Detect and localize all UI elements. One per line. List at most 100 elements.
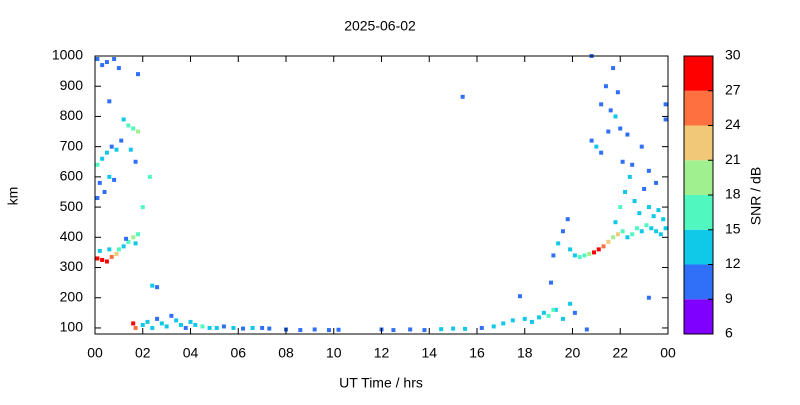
data-point [491,324,496,329]
chart-title: 2025-06-02 [344,18,416,34]
data-point [135,232,140,237]
y-tick-label: 900 [60,77,84,93]
data-point [116,66,121,71]
data-point [594,144,599,149]
data-point [649,226,654,231]
data-point [529,319,534,324]
data-point [479,325,484,330]
y-tick-label: 200 [60,288,84,304]
data-point [100,257,105,262]
data-point [260,325,265,330]
data-point [460,94,465,99]
data-point [169,313,174,318]
colorbar-tick-label: 27 [725,81,741,97]
data-point [606,129,611,134]
data-point [611,66,616,71]
data-point [599,150,604,155]
colorbar-label: SNR / dB [748,167,764,225]
data-point [193,322,198,327]
colorbar-tick-label: 30 [725,47,741,63]
data-point [107,99,112,104]
data-point [551,307,556,312]
data-point [207,325,212,330]
x-tick-label: 14 [421,345,437,361]
data-point [537,315,542,320]
data-point [145,319,150,324]
data-point [250,325,255,330]
data-point [159,321,164,326]
colorbar-tick-label: 21 [725,151,741,167]
data-point [121,117,126,122]
data-point [95,196,100,201]
data-point [661,217,666,222]
x-tick-label: 00 [87,345,103,361]
data-point [104,259,109,264]
data-point [140,322,145,327]
data-point [568,247,573,252]
data-point [312,327,317,332]
data-point [637,211,642,216]
y-tick-label: 700 [60,137,84,153]
data-point [560,229,565,234]
data-point [97,248,102,253]
data-point [155,285,160,290]
data-point [109,144,114,149]
data-point [133,241,138,246]
data-point [140,205,145,210]
data-point [104,60,109,65]
data-point [615,232,620,237]
data-point [231,325,236,330]
data-point [131,321,136,326]
colorbar-swatch [684,160,713,195]
data-point [620,159,625,164]
data-point [654,180,659,185]
data-point [155,316,160,321]
x-tick-label: 04 [183,345,199,361]
data-point [546,313,551,318]
data-point [178,322,183,327]
data-point [625,132,630,137]
colorbar-swatch [684,229,713,265]
data-point [183,325,188,330]
data-point [114,251,119,256]
data-point [510,318,515,323]
y-tick-label: 1000 [52,47,83,63]
data-point [644,223,649,228]
data-point [541,310,546,315]
data-point [618,205,623,210]
colorbar-swatch [684,125,713,161]
data-point [646,205,651,210]
data-point [584,327,589,332]
plot-frame [94,55,669,335]
y-tick-label: 500 [60,198,84,214]
y-tick-label: 300 [60,258,84,274]
data-point [150,283,155,288]
data-point [625,235,630,240]
data-point [439,327,444,332]
data-point [613,114,618,119]
data-point [451,326,456,331]
data-point [549,280,554,285]
x-tick-label: 00 [660,345,676,361]
data-point [147,174,152,179]
data-point [326,328,331,333]
data-point [188,319,193,324]
data-point [651,214,656,219]
x-tick-label: 12 [374,345,390,361]
data-point [112,57,117,62]
data-point [135,129,140,134]
data-point [109,254,114,259]
data-point [572,253,577,258]
data-point [658,232,663,237]
colorbar-swatch [684,264,713,300]
data-point [577,254,582,259]
x-tick-label: 16 [469,345,485,361]
x-tick-label: 18 [517,345,533,361]
colorbar-tick-label: 18 [725,186,741,202]
data-point [560,316,565,321]
colorbar-tick-label: 24 [725,116,741,132]
data-point [615,90,620,95]
y-tick-label: 400 [60,228,84,244]
data-point [97,180,102,185]
data-point [522,316,527,321]
